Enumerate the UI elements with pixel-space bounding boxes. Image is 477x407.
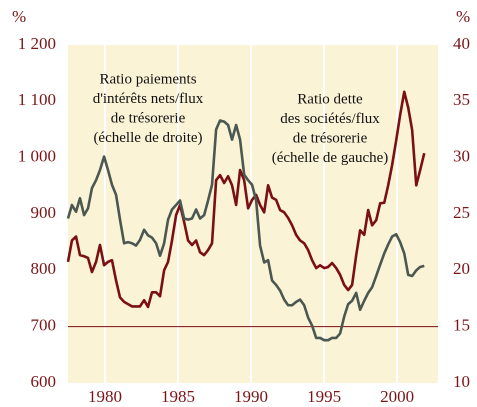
y2-tick-label: 20 (453, 259, 470, 278)
x-tick-label: 1995 (307, 387, 341, 406)
y-tick-label: 600 (31, 372, 57, 391)
annotation: des sociétés/flux (280, 111, 380, 127)
annotation: (échelle de gauche) (272, 150, 389, 166)
y2-tick-label: 30 (453, 147, 470, 166)
y2-unit: % (456, 7, 470, 26)
annotation: de trésorerie (293, 130, 368, 146)
x-tick-label: 1985 (161, 387, 195, 406)
y-tick-label: 1 000 (18, 147, 56, 166)
y2-tick-label: 25 (453, 203, 470, 222)
x-tick-label: 2000 (380, 387, 414, 406)
annotation: Ratio paiements (99, 71, 196, 87)
y-unit: % (12, 7, 26, 26)
y-tick-label: 1 100 (18, 90, 56, 109)
y2-tick-label: 10 (453, 372, 470, 391)
y2-tick-label: 15 (453, 316, 470, 335)
y-tick-label: 1 200 (18, 34, 56, 53)
y-tick-label: 700 (31, 316, 57, 335)
y2-tick-label: 40 (453, 34, 470, 53)
annotation: d'intérêts nets/flux (93, 91, 204, 107)
annotation: (échelle de droite) (93, 130, 202, 146)
y2-tick-label: 35 (453, 90, 470, 109)
annotation: Ratio dette (297, 91, 363, 107)
y-tick-label: 900 (31, 203, 57, 222)
annotation: de trésorerie (111, 110, 186, 126)
y-tick-label: 800 (31, 259, 57, 278)
x-tick-label: 1980 (88, 387, 122, 406)
series-line (66, 90, 426, 309)
x-tick-label: 1990 (234, 387, 268, 406)
series-line (66, 119, 425, 342)
